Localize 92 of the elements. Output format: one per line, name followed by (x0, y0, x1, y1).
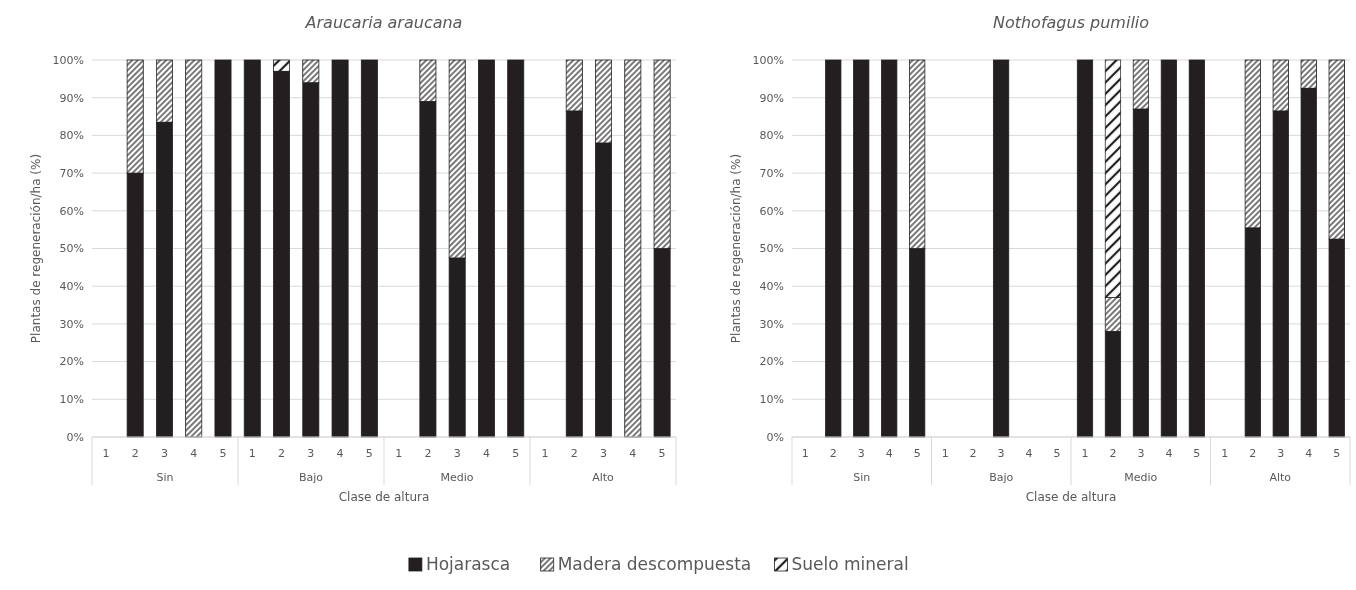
y-tick-label: 40% (59, 280, 84, 294)
x-tick-label: 4 (1025, 447, 1033, 460)
x-tick-label: 5 (1193, 447, 1201, 460)
legend-label: Madera descompuesta (557, 554, 752, 574)
x-tick-label: 4 (629, 447, 637, 460)
x-tick-label: 1 (395, 447, 403, 460)
x-tick-label: 3 (453, 447, 461, 460)
x-tick-label: 1 (102, 447, 110, 460)
y-axis-title: Plantas de regeneración/ha (%) (29, 153, 43, 344)
x-tick-label: 2 (829, 447, 837, 460)
legend-label: Suelo mineral (791, 554, 909, 574)
x-tick-label: 3 (997, 447, 1005, 460)
x-tick-label: 4 (1165, 447, 1173, 460)
x-tick-label: 5 (1333, 447, 1341, 460)
y-tick-label: 80% (759, 129, 784, 143)
bar (881, 59, 898, 438)
x-tick-label: 2 (570, 447, 578, 460)
x-tick-label: 2 (424, 447, 432, 460)
y-tick-label: 70% (59, 166, 84, 180)
x-tick-label: 1 (801, 447, 809, 460)
x-tick-label: 5 (219, 447, 227, 460)
x-tick-label: 3 (1277, 447, 1285, 460)
y-tick-label: 20% (759, 355, 784, 369)
x-tick-label: 5 (1053, 447, 1061, 460)
y-tick-label: 50% (59, 242, 84, 256)
x-tick-label: 2 (1249, 447, 1257, 460)
text: Bajo (298, 471, 324, 484)
bar (478, 59, 495, 438)
y-tick-label: 90% (759, 91, 784, 105)
chart-title: Nothofagus pumilio (992, 13, 1150, 32)
bar (825, 59, 842, 438)
y-tick-label: 30% (59, 317, 84, 331)
x-tick-label: 5 (913, 447, 921, 460)
y-tick-label: 20% (59, 355, 84, 369)
bar (992, 59, 1010, 438)
y-tick-label: 60% (59, 204, 84, 218)
y-tick-label: 50% (759, 242, 784, 256)
x-tick-label: 1 (1221, 447, 1229, 460)
bar (243, 59, 261, 438)
x-axis-title: Clase de altura (1025, 490, 1117, 504)
x-tick-label: 2 (1109, 447, 1117, 460)
x-tick-label: 4 (336, 447, 344, 460)
text: Medio (440, 471, 474, 484)
y-tick-label: 70% (759, 166, 784, 180)
y-tick-label: 30% (759, 317, 784, 331)
x-tick-label: 4 (1305, 447, 1313, 460)
text: Medio (1124, 471, 1158, 484)
x-tick-label: 3 (1137, 447, 1145, 460)
x-tick-label: 2 (969, 447, 977, 460)
x-tick-label: 1 (248, 447, 256, 460)
y-tick-label: 0% (66, 430, 84, 444)
x-tick-label: 3 (600, 447, 608, 460)
x-tick-label: 4 (482, 447, 490, 460)
text: Alto (592, 471, 615, 484)
x-tick-label: 4 (190, 447, 198, 460)
y-tick-label: 80% (59, 129, 84, 143)
chart-title: Araucaria araucana (304, 13, 463, 32)
x-tick-label: 3 (857, 447, 865, 460)
bar (331, 59, 349, 438)
x-tick-label: 1 (1081, 447, 1089, 460)
y-tick-label: 0% (766, 430, 784, 444)
bar (214, 59, 232, 438)
x-tick-label: 5 (512, 447, 520, 460)
x-tick-label: 2 (131, 447, 139, 460)
text: Sin (853, 471, 871, 484)
text: Sin (156, 471, 174, 484)
x-tick-label: 5 (365, 447, 373, 460)
y-tick-label: 90% (59, 91, 84, 105)
legend-label: Hojarasca (425, 554, 511, 574)
x-axis-title: Clase de altura (338, 490, 430, 504)
x-tick-label: 5 (658, 447, 666, 460)
bar (507, 59, 525, 438)
x-tick-label: 3 (160, 447, 168, 460)
x-tick-label: 3 (307, 447, 315, 460)
text: Bajo (989, 471, 1014, 484)
y-tick-label: 100% (52, 53, 84, 67)
bar (1188, 59, 1205, 438)
x-tick-label: 1 (941, 447, 949, 460)
y-tick-label: 10% (759, 393, 784, 407)
y-tick-label: 40% (759, 280, 784, 294)
x-tick-label: 1 (541, 447, 549, 460)
x-tick-label: 4 (885, 447, 893, 460)
y-tick-label: 10% (59, 393, 84, 407)
bar (853, 59, 870, 438)
bar (360, 59, 378, 438)
text: Alto (1269, 471, 1292, 484)
y-tick-label: 60% (759, 204, 784, 218)
y-axis-title: Plantas de regeneración/ha (%) (729, 153, 743, 344)
x-tick-label: 2 (278, 447, 286, 460)
bar (1076, 59, 1094, 438)
bar (1160, 59, 1177, 438)
y-tick-label: 100% (752, 53, 784, 67)
